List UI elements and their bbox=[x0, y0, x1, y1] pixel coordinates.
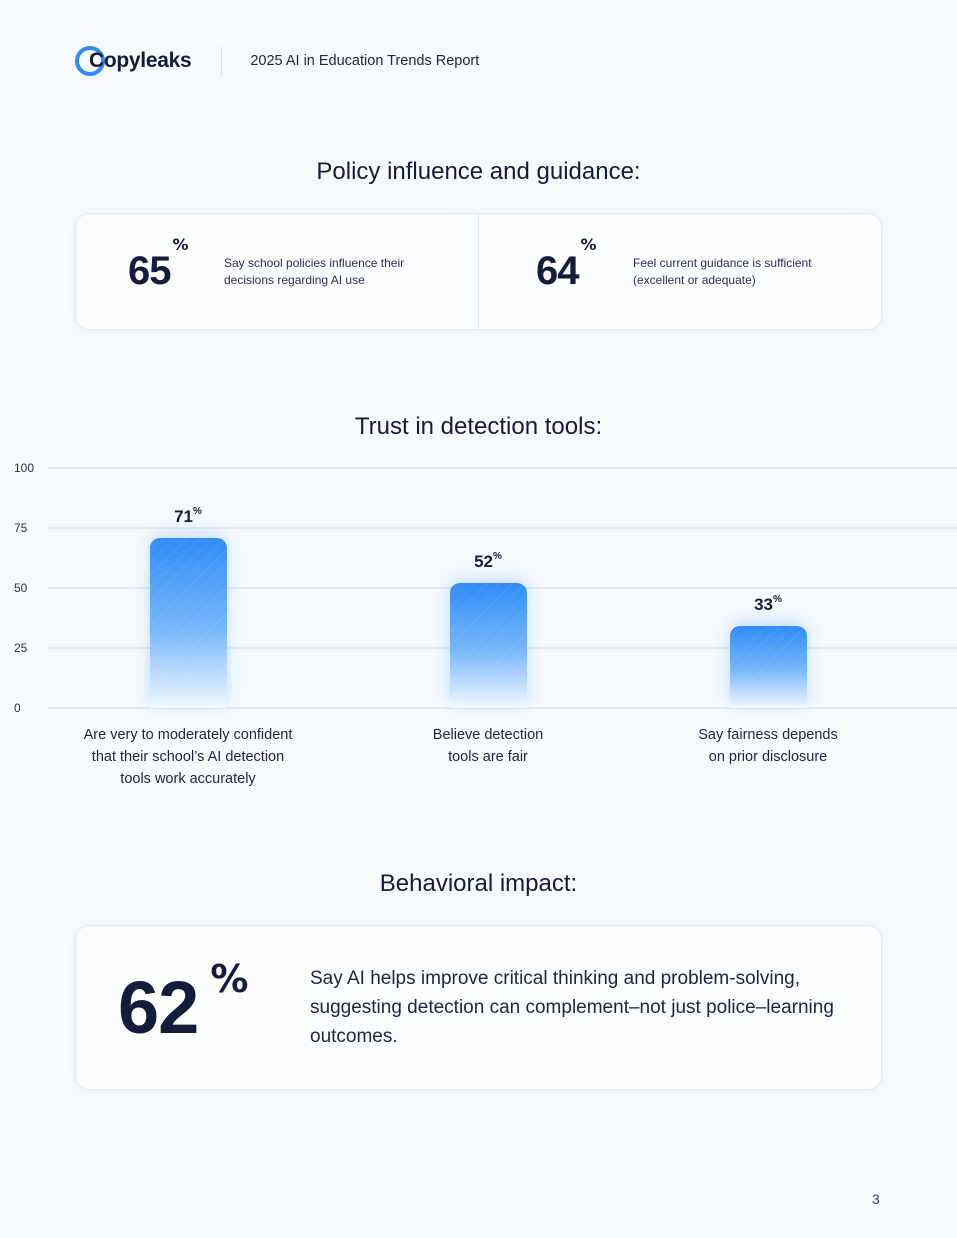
logo-ring-icon bbox=[75, 46, 105, 76]
policy-section-title: Policy influence and guidance: bbox=[316, 158, 641, 185]
percent-sign: % bbox=[580, 235, 597, 254]
header-divider bbox=[221, 46, 223, 76]
stat-value: 64% bbox=[536, 235, 633, 294]
stat-description: Say school policies influence their deci… bbox=[224, 255, 405, 287]
trust-section-title: Trust in detection tools: bbox=[354, 413, 603, 440]
policy-stat-1: 65% Say school policies influence their … bbox=[76, 214, 478, 329]
copyleaks-logo: Copyleaks bbox=[75, 46, 192, 76]
category-label-confident: Are very to moderately confident that th… bbox=[83, 727, 293, 787]
impact-value: 62% bbox=[76, 957, 266, 1050]
gridline-75 bbox=[48, 527, 957, 529]
bar-value-label: 33% bbox=[754, 594, 782, 614]
y-tick-0: 0 bbox=[14, 701, 21, 715]
bar-value-label: 71% bbox=[174, 506, 202, 526]
page-number: 3 bbox=[872, 1191, 880, 1207]
stat-value: 65% bbox=[128, 235, 224, 294]
impact-section-title: Behavioral impact: bbox=[379, 870, 578, 897]
impact-number: 62 bbox=[118, 966, 199, 1049]
percent-sign: % bbox=[172, 235, 189, 254]
page-header: Copyleaks 2025 AI in Education Trends Re… bbox=[75, 44, 479, 78]
policy-stat-2: 64% Feel current guidance is sufficient … bbox=[478, 214, 881, 329]
stat-number: 65 bbox=[128, 249, 171, 293]
gridline-100 bbox=[48, 467, 957, 469]
y-tick-50: 50 bbox=[14, 581, 28, 595]
bar-value-label: 52% bbox=[474, 551, 502, 571]
trust-bar-chart: 100 75 50 25 0 71% 52% 33% Are very to m… bbox=[0, 460, 957, 800]
percent-sign: % bbox=[210, 957, 249, 1001]
bar-fair bbox=[450, 583, 527, 708]
y-tick-100: 100 bbox=[14, 461, 35, 475]
bar-confident bbox=[150, 538, 227, 708]
gridline-0 bbox=[48, 707, 957, 709]
logo-text: Copyleaks bbox=[89, 49, 192, 72]
stat-description: Feel current guidance is sufficient (exc… bbox=[633, 255, 812, 287]
category-label-disclosure: Say fairness depends on prior disclosure bbox=[698, 727, 838, 765]
stat-number: 64 bbox=[536, 249, 579, 293]
impact-stat-card: 62% Say AI helps improve critical thinki… bbox=[75, 925, 882, 1090]
impact-description: Say AI helps improve critical thinking a… bbox=[310, 968, 834, 1047]
policy-stats-card: 65% Say school policies influence their … bbox=[75, 213, 882, 330]
y-tick-75: 75 bbox=[14, 521, 28, 535]
category-label-fair: Believe detection tools are fair bbox=[432, 727, 544, 765]
y-tick-25: 25 bbox=[14, 641, 28, 655]
report-title: 2025 AI in Education Trends Report bbox=[250, 53, 480, 69]
bar-disclosure bbox=[730, 626, 807, 708]
